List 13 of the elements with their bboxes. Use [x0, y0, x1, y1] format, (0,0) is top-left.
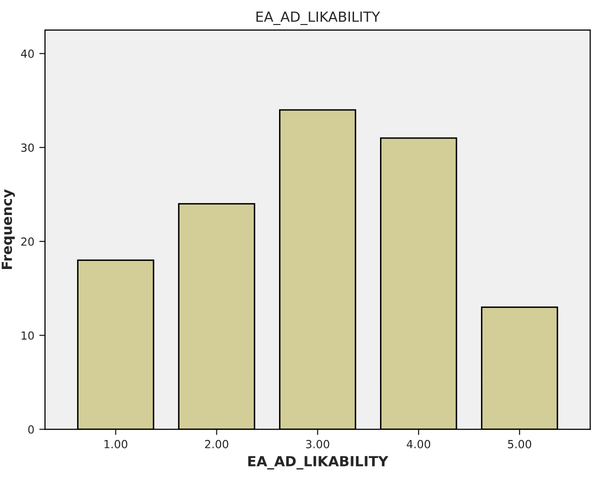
- y-tick-label: 10: [22, 331, 34, 340]
- y-tick-label: 20: [21, 237, 34, 246]
- x-tick-label: 2.00: [205, 440, 228, 448]
- x-tick-label: 5.00: [508, 440, 532, 448]
- x-axis-title: EA_AD_LIKABILITY: [248, 456, 388, 470]
- x-tick-label: 4.00: [406, 440, 430, 448]
- y-tick-label: 40: [20, 50, 34, 58]
- x-tick-label: 3.00: [306, 440, 330, 448]
- chart-title: EA_AD_LIKABILITY: [256, 12, 380, 25]
- y-axis-title: Frequency: [2, 189, 15, 270]
- x-tick-label: 1.00: [104, 440, 128, 448]
- y-tick-label: 30: [21, 143, 34, 152]
- y-tick-label: 0: [28, 425, 34, 434]
